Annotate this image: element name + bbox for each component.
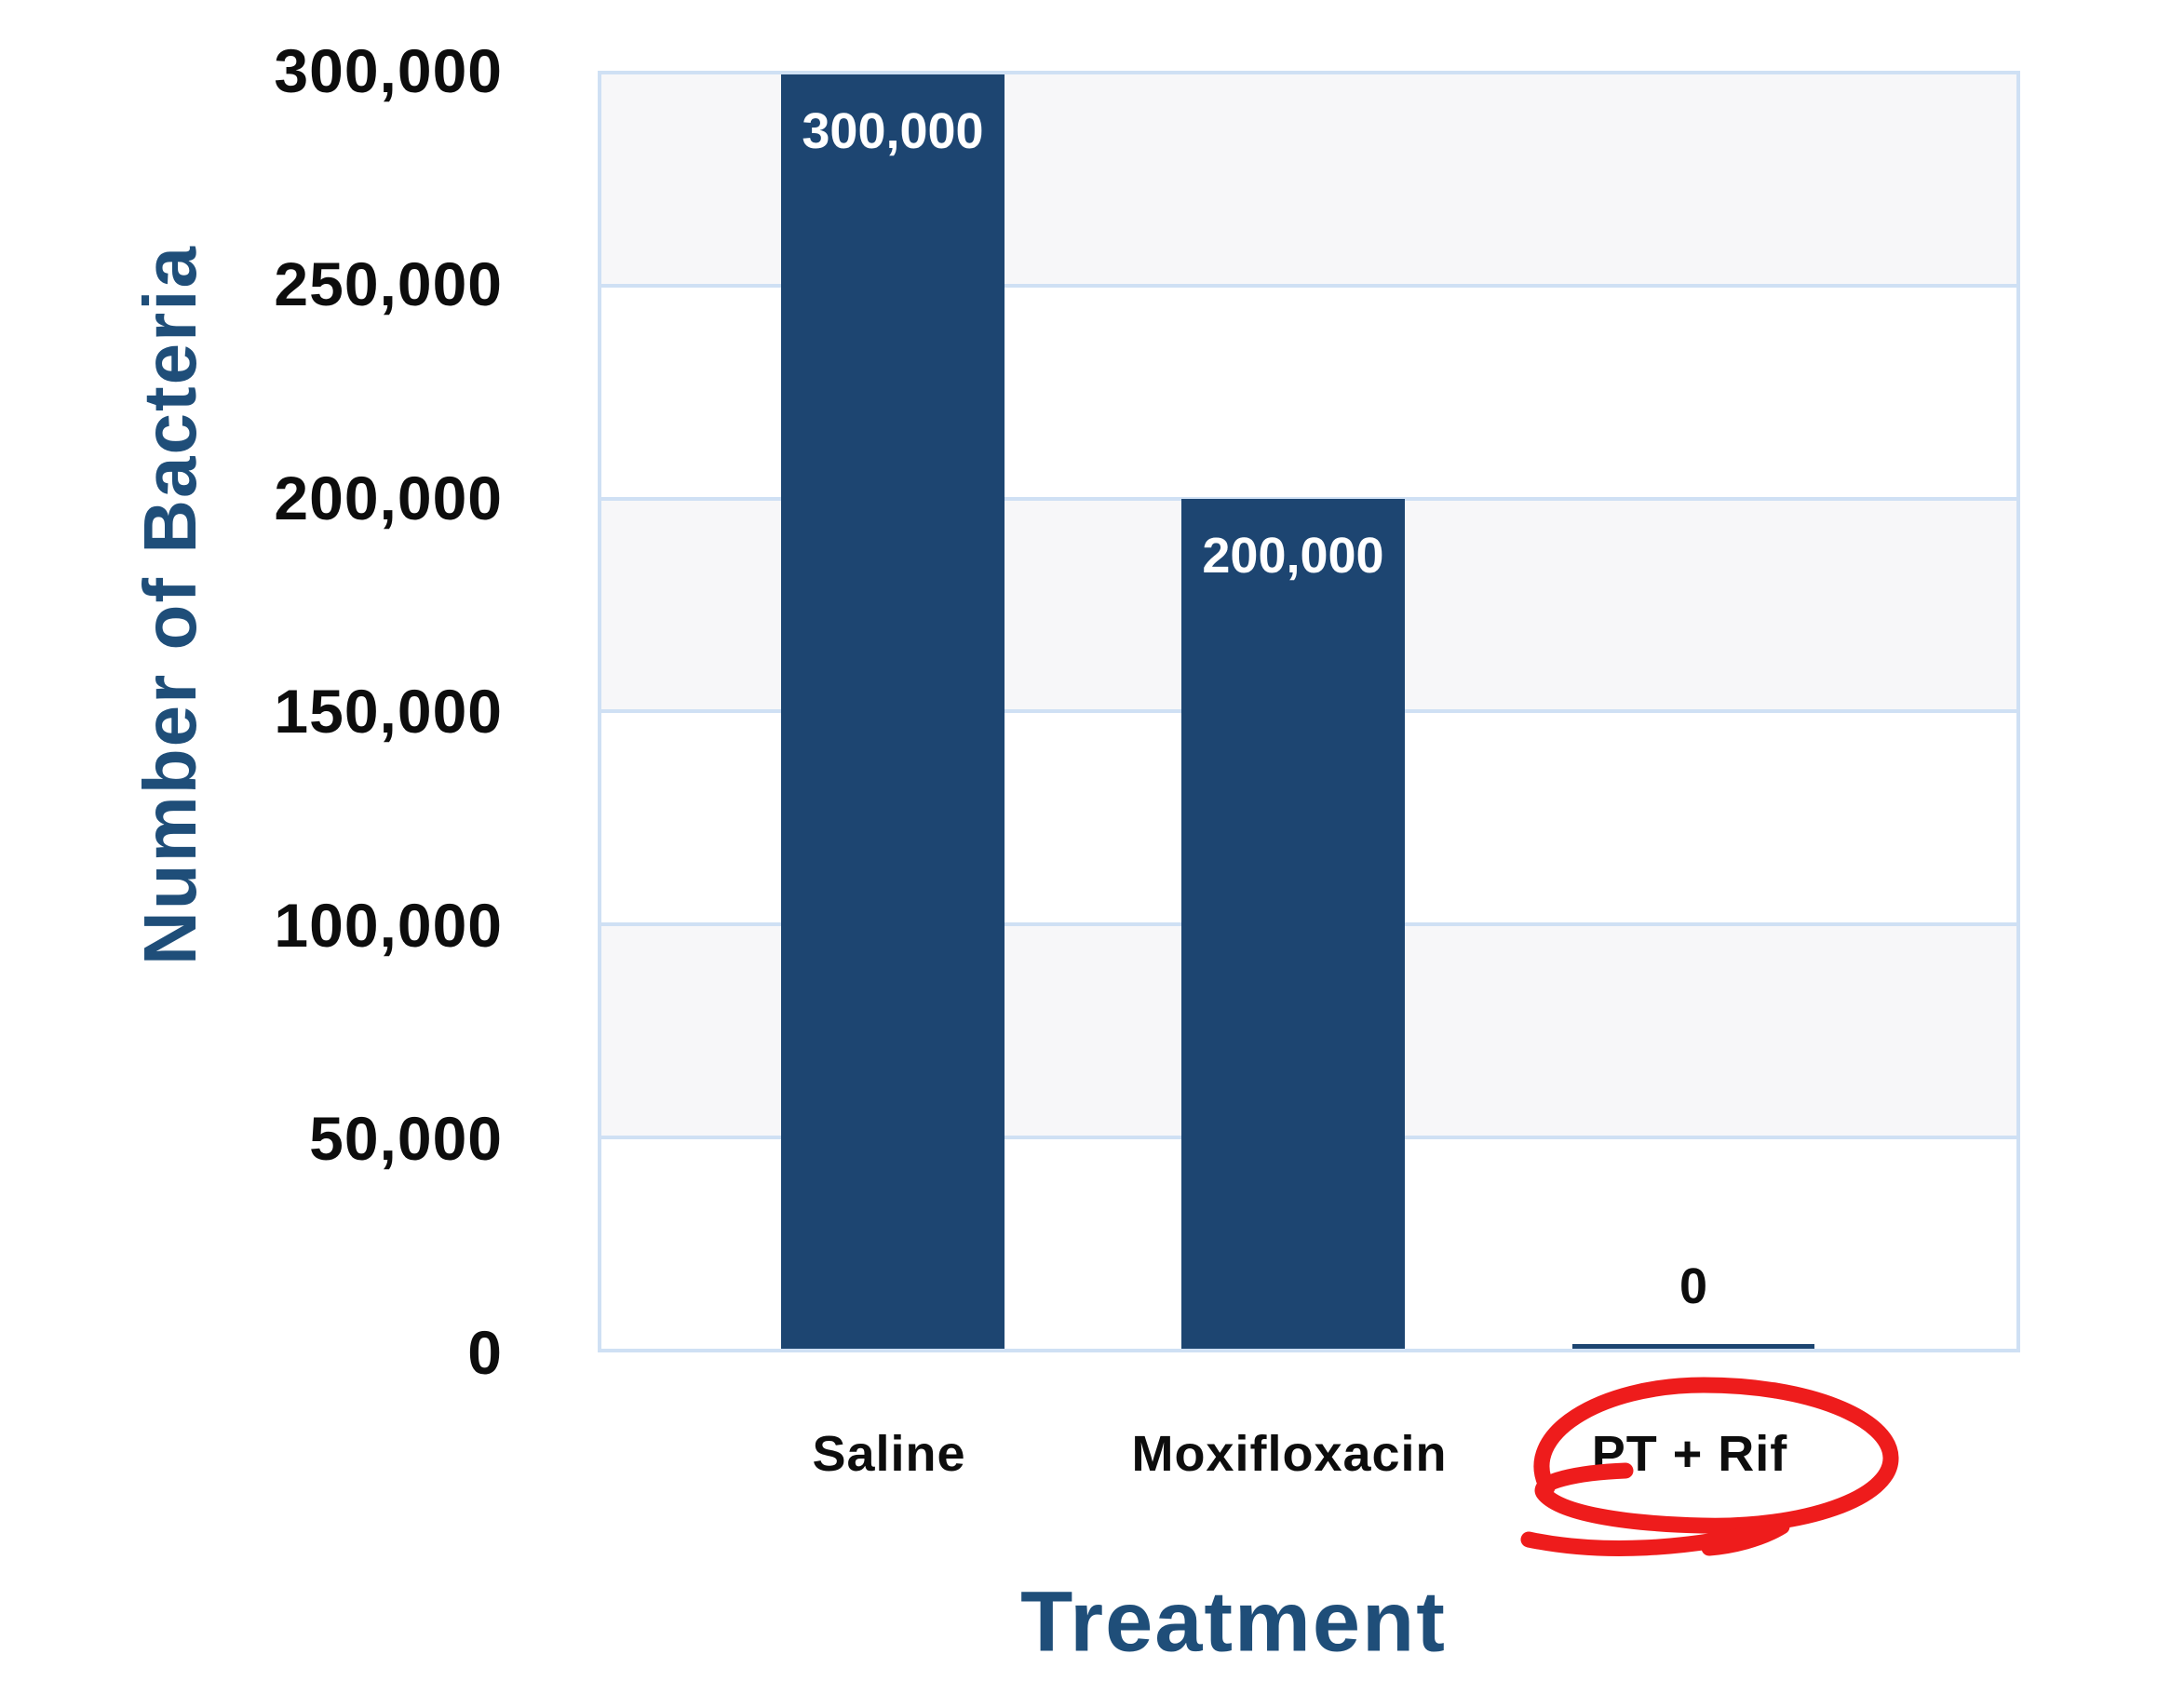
bar-moxifloxacin: 200,000	[1181, 499, 1405, 1349]
bar-saline: 300,000	[781, 74, 1005, 1349]
y-tick-label-300000: 300,000	[274, 36, 503, 105]
y-tick-label-250000: 250,000	[274, 249, 503, 318]
bars-layer: 300,000 200,000 0	[601, 74, 2016, 1349]
y-tick-label-50000: 50,000	[309, 1104, 503, 1173]
y-tick-label-200000: 200,000	[274, 464, 503, 532]
bar-moxifloxacin-value-label: 200,000	[1202, 528, 1384, 585]
x-axis-title: Treatment	[1020, 1574, 1447, 1670]
x-category-label-moxifloxacin: Moxifloxacin	[1131, 1426, 1448, 1482]
bar-saline-value-label: 300,000	[802, 103, 984, 159]
x-category-label-pt-rif: PT + Rif	[1591, 1426, 1788, 1482]
y-tick-label-0: 0	[467, 1318, 503, 1387]
plot-area: 300,000 200,000 0	[598, 71, 2020, 1352]
bar-pt-rif-value-label: 0	[1679, 1258, 1708, 1314]
y-tick-label-100000: 100,000	[274, 891, 503, 960]
red-circle-tail-stroke	[1520, 1518, 1790, 1556]
bar-pt-rif	[1572, 1344, 1814, 1349]
x-category-label-saline: Saline	[812, 1426, 966, 1482]
y-tick-label-150000: 150,000	[274, 677, 503, 746]
y-axis-title: Number of Bacteria	[128, 245, 211, 965]
